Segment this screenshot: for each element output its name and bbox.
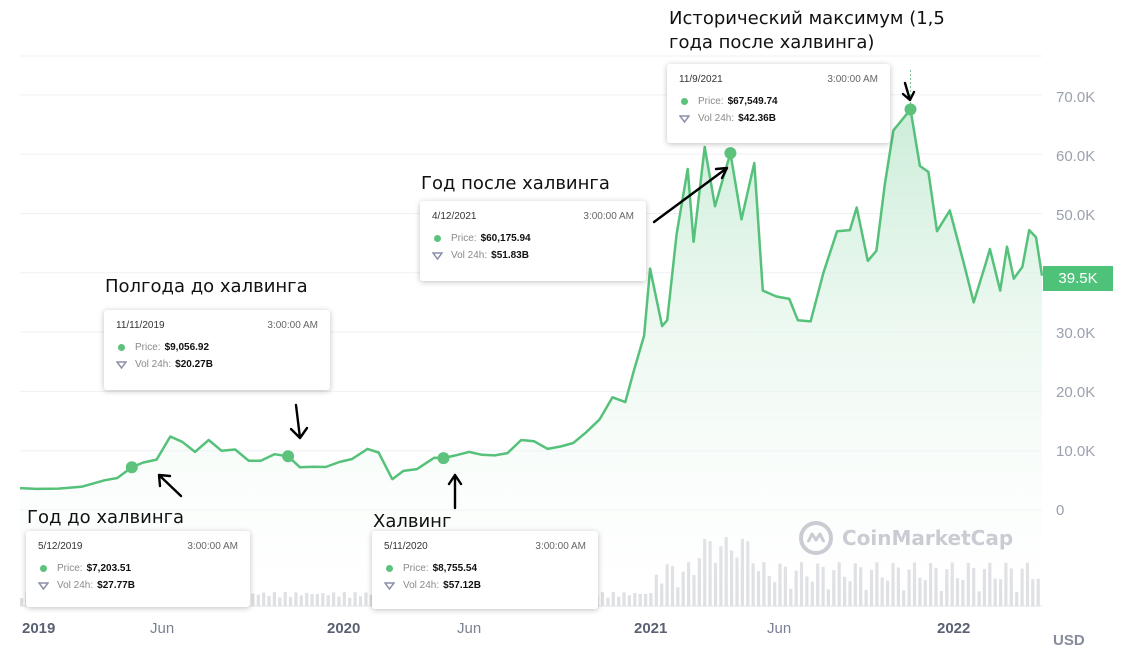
highlight-point xyxy=(125,461,138,474)
tooltip-vol-label: Vol 24h: xyxy=(403,580,440,591)
highlight-point xyxy=(904,103,917,116)
tooltip-price-label: Price: xyxy=(451,233,477,244)
y-tick-label: 0 xyxy=(1056,502,1065,519)
tooltip-volume: $27.77B xyxy=(97,580,135,591)
y-tick-label: 50.0K xyxy=(1056,207,1096,224)
tooltip-date: 11/11/2019 xyxy=(116,320,165,331)
tooltip-2020-05-11: 5/11/2020 3:00:00 AM Price: $8,755.54 Vol … xyxy=(372,531,598,609)
x-tick-label: Jun xyxy=(767,620,792,637)
annotation-ath-line1: Исторический максимум (1,5 xyxy=(669,8,945,29)
tooltip-price-label: Price: xyxy=(698,96,724,107)
tooltip-vol-label: Vol 24h: xyxy=(135,359,172,370)
tooltip-time: 3:00:00 AM xyxy=(187,541,238,552)
watermark: CoinMarketCap xyxy=(798,520,1013,556)
price-dot-icon xyxy=(118,344,125,351)
x-tick-label: 2022 xyxy=(937,620,971,637)
tooltip-time: 3:00:00 AM xyxy=(827,74,878,85)
tooltip-time: 3:00:00 AM xyxy=(535,541,586,552)
tooltip-price: $60,175.94 xyxy=(480,233,531,244)
tooltip-price: $67,549.74 xyxy=(727,96,778,107)
tooltip-price: $7,203.51 xyxy=(86,563,132,574)
tooltip-vol-label: Vol 24h: xyxy=(57,580,94,591)
current-price-badge: 39.5K xyxy=(1043,266,1113,291)
tooltip-volume: $51.83B xyxy=(491,250,529,261)
tooltip-date: 11/9/2021 xyxy=(679,74,723,85)
tooltip-2021-04-12: 4/12/2021 3:00:00 AM Price: $60,175.94 Vol… xyxy=(420,201,646,281)
tooltip-time: 3:00:00 AM xyxy=(583,211,634,222)
arrow-ath xyxy=(901,81,916,102)
x-tick-label: Jun xyxy=(150,620,175,637)
x-tick-label: 2020 xyxy=(327,620,361,637)
annotation-year-before: Год до халвинга xyxy=(27,507,185,528)
tooltip-2019-05-12: 5/12/2019 3:00:00 AM Price: $7,203.51 Vol … xyxy=(26,531,250,607)
arrow-year-before xyxy=(157,473,183,498)
tooltip-2021-11-09: 11/9/2021 3:00:00 AM Price: $67,549.74 Vol… xyxy=(667,64,890,143)
annotation-year-after: Год после халвинга xyxy=(421,173,610,194)
volume-icon xyxy=(38,581,49,590)
price-dot-icon xyxy=(681,98,688,105)
volume-icon xyxy=(384,581,395,590)
tooltip-volume: $57.12B xyxy=(443,580,481,591)
highlight-point xyxy=(724,147,737,160)
volume-icon xyxy=(116,360,127,369)
x-tick-label: 2019 xyxy=(22,620,56,637)
price-area xyxy=(20,109,1042,607)
arrow-year-after xyxy=(652,166,729,224)
tooltip-price: $8,755.54 xyxy=(432,563,478,574)
tooltip-date: 4/12/2021 xyxy=(432,211,477,222)
tooltip-price-label: Price: xyxy=(57,563,83,574)
y-tick-label: 20.0K xyxy=(1056,384,1096,401)
watermark-text: CoinMarketCap xyxy=(842,526,1014,550)
annotation-ath-line2: года после халвинга) xyxy=(669,32,875,53)
price-dot-icon xyxy=(40,565,47,572)
tooltip-volume: $42.36B xyxy=(738,113,776,124)
arrow-halving xyxy=(447,473,463,510)
tooltip-2019-11-11: 11/11/2019 3:00:00 AM Price: $9,056.92 Vol… xyxy=(104,310,330,390)
y-tick-label: 10.0K xyxy=(1056,443,1096,460)
arrow-half-year-before xyxy=(289,403,309,440)
highlight-dots xyxy=(125,103,917,474)
volume-icon xyxy=(679,114,690,123)
highlight-point xyxy=(437,452,450,465)
coinmarketcap-logo-icon xyxy=(799,521,833,555)
tooltip-time: 3:00:00 AM xyxy=(267,320,318,331)
annotation-arrows xyxy=(157,81,916,510)
annotation-half-year-before: Полгода до халвинга xyxy=(105,276,308,297)
x-tick-label: Jun xyxy=(457,620,482,637)
y-tick-label: 60.0K xyxy=(1056,148,1096,165)
price-dot-icon xyxy=(434,235,441,242)
tooltip-price-label: Price: xyxy=(135,342,161,353)
tooltip-price-label: Price: xyxy=(403,563,429,574)
tooltip-date: 5/12/2019 xyxy=(38,541,83,552)
tooltip-vol-label: Vol 24h: xyxy=(698,113,735,124)
x-tick-label: 2021 xyxy=(634,620,668,637)
tooltip-date: 5/11/2020 xyxy=(384,541,428,552)
annotation-halving: Халвинг xyxy=(373,511,452,532)
currency-label: USD xyxy=(1053,632,1085,649)
tooltip-volume: $20.27B xyxy=(175,359,213,370)
highlight-point xyxy=(282,450,295,463)
y-tick-label: 30.0K xyxy=(1056,325,1096,342)
price-dot-icon xyxy=(386,565,393,572)
volume-icon xyxy=(432,251,443,260)
tooltip-price: $9,056.92 xyxy=(164,342,210,353)
y-tick-label: 70.0K xyxy=(1056,89,1096,106)
price-line xyxy=(19,108,1044,491)
tooltip-vol-label: Vol 24h: xyxy=(451,250,488,261)
